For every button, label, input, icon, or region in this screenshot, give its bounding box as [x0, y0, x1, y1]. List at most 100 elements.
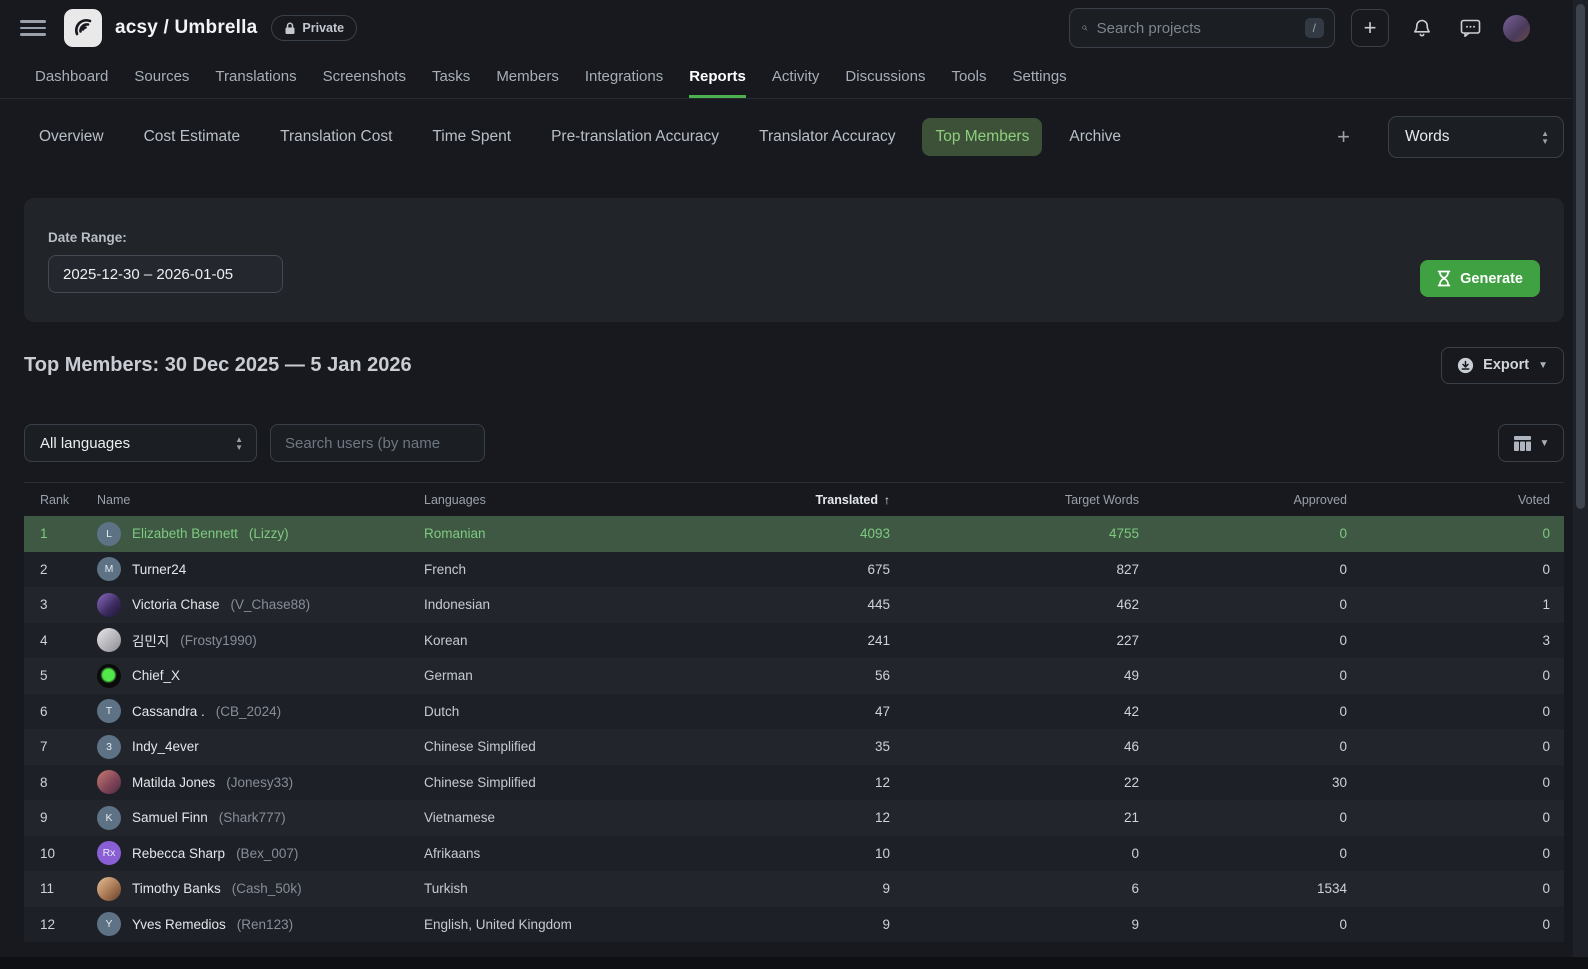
column-header-rank[interactable]: Rank: [40, 492, 70, 507]
language-filter-select[interactable]: All languages ▲ ▼: [24, 424, 257, 462]
table-row[interactable]: 8 Matilda Jones (Jonesy33) Chinese Simplifi…: [24, 764, 1564, 800]
approved-cell: 0: [1339, 845, 1347, 861]
target-words-cell: 46: [1123, 739, 1139, 755]
member-avatar: [97, 876, 121, 901]
tab-integrations[interactable]: Integrations: [584, 68, 664, 85]
languages-cell: Indonesian: [424, 597, 491, 613]
subtab-time-spent[interactable]: Time Spent: [432, 128, 512, 145]
tab-activity[interactable]: Activity: [771, 68, 820, 85]
create-project-button[interactable]: +: [1351, 9, 1389, 47]
user-search-input[interactable]: [270, 424, 485, 462]
name-cell: Matilda Jones (Jonesy33): [97, 770, 424, 795]
table-row[interactable]: 4 김민지 (Frosty1990) Korean 241 227 0 3: [24, 622, 1564, 658]
subtab-translator-accuracy[interactable]: Translator Accuracy: [759, 128, 896, 145]
column-header-translated[interactable]: Translated ↑: [815, 492, 890, 507]
member-name[interactable]: Samuel Finn: [132, 810, 208, 826]
report-title: Top Members: 30 Dec 2025 — 5 Jan 2026: [24, 353, 412, 376]
table-row[interactable]: 12 Y Yves Remedios (Ren123) English, United …: [24, 906, 1564, 942]
member-name[interactable]: Timothy Banks: [132, 881, 221, 897]
reports-subnav: Overview Cost Estimate Translation Cost Tim…: [0, 112, 1588, 162]
tab-screenshots[interactable]: Screenshots: [322, 68, 406, 85]
subtab-cost-estimate[interactable]: Cost Estimate: [143, 128, 241, 145]
member-name[interactable]: Indy_4ever: [132, 739, 199, 755]
updown-icon: ▲ ▼: [1541, 128, 1549, 146]
voted-cell: 0: [1542, 881, 1550, 897]
table-row[interactable]: 11 Timothy Banks (Cash_50k) Turkish 9 6 1534 0: [24, 871, 1564, 907]
column-header-voted[interactable]: Voted: [1518, 492, 1550, 507]
translated-cell: 9: [882, 881, 890, 897]
table-row[interactable]: 1 L Elizabeth Bennett (Lizzy) Romanian 4093 47…: [24, 516, 1564, 552]
tab-reports[interactable]: Reports: [689, 56, 746, 98]
subtab-pre-translation-accuracy[interactable]: Pre-translation Accuracy: [551, 128, 720, 145]
column-header-target-words[interactable]: Target Words: [1064, 492, 1139, 507]
messages-button[interactable]: [1455, 13, 1485, 43]
rank-cell: 1: [40, 526, 48, 542]
subtab-archive[interactable]: Archive: [1069, 128, 1122, 145]
search-projects-input[interactable]: [1096, 19, 1296, 37]
member-name[interactable]: 김민지: [132, 634, 170, 650]
target-words-cell: 22: [1123, 774, 1139, 790]
subtab-overview[interactable]: Overview: [39, 128, 104, 145]
approved-cell: 30: [1331, 774, 1347, 790]
tab-discussions[interactable]: Discussions: [845, 68, 926, 85]
tab-settings[interactable]: Settings: [1012, 68, 1067, 85]
tab-tools[interactable]: Tools: [951, 68, 987, 85]
tab-tasks[interactable]: Tasks: [431, 68, 471, 85]
table-row[interactable]: 3 Victoria Chase (V_Chase88) Indonesian 445 4…: [24, 587, 1564, 623]
notifications-button[interactable]: [1407, 13, 1437, 43]
tab-sources[interactable]: Sources: [134, 68, 190, 85]
privacy-badge: Private: [271, 15, 358, 41]
rank-cell: 4: [40, 632, 48, 648]
lock-icon: [285, 22, 295, 34]
languages-cell: Romanian: [424, 526, 486, 542]
user-avatar[interactable]: [1503, 14, 1530, 42]
generate-button-label: Generate: [1460, 270, 1523, 287]
table-row[interactable]: 5 Chief_X German 56 49 0 0: [24, 658, 1564, 694]
member-name[interactable]: Rebecca Sharp: [132, 845, 226, 861]
name-cell: Rx Rebecca Sharp (Bex_007): [97, 841, 424, 866]
subtab-translation-cost[interactable]: Translation Cost: [280, 128, 393, 145]
member-username: (Frosty1990): [180, 632, 257, 648]
languages-cell: Dutch: [424, 703, 460, 719]
generate-button[interactable]: Generate: [1420, 260, 1540, 297]
project-search[interactable]: /: [1069, 8, 1335, 48]
member-avatar: [97, 663, 121, 688]
table-row[interactable]: 9 K Samuel Finn (Shark777) Vietnamese 12 21 0 0: [24, 800, 1564, 836]
member-name[interactable]: Cassandra .: [132, 703, 205, 719]
bottom-edge: [0, 957, 1588, 969]
table-row[interactable]: 7 3 Indy_4ever Chinese Simplified 35 46 0 0: [24, 729, 1564, 765]
languages-cell: Chinese Simplified: [424, 739, 536, 755]
export-button[interactable]: Export ▼: [1441, 346, 1564, 384]
target-words-cell: 4755: [1108, 526, 1139, 542]
member-name[interactable]: Victoria Chase: [132, 597, 220, 613]
member-avatar: M: [97, 557, 121, 582]
member-name[interactable]: Yves Remedios: [132, 916, 226, 932]
generate-panel: Date Range: 2025-12-30 – 2026-01-05 Gene…: [24, 198, 1564, 322]
column-header-approved[interactable]: Approved: [1293, 492, 1347, 507]
column-header-languages[interactable]: Languages: [424, 492, 486, 507]
member-name[interactable]: Chief_X: [132, 668, 181, 684]
tab-dashboard[interactable]: Dashboard: [35, 68, 109, 85]
scrollbar-thumb[interactable]: [1576, 4, 1585, 509]
tab-translations[interactable]: Translations: [215, 68, 297, 85]
table-row[interactable]: 2 M Turner24 French 675 827 0 0: [24, 551, 1564, 587]
voted-cell: 0: [1542, 774, 1550, 790]
member-avatar: [97, 628, 121, 653]
subtab-top-members[interactable]: Top Members: [922, 118, 1043, 156]
date-range-input[interactable]: 2025-12-30 – 2026-01-05: [48, 255, 283, 293]
target-words-cell: 0: [1131, 845, 1139, 861]
column-header-name[interactable]: Name: [97, 492, 131, 507]
member-avatar: [97, 592, 121, 617]
table-row[interactable]: 10 Rx Rebecca Sharp (Bex_007) Afrikaans 10 0 0 0: [24, 835, 1564, 871]
member-name[interactable]: Matilda Jones: [132, 774, 216, 790]
unit-select[interactable]: Words ▲ ▼: [1388, 116, 1564, 158]
add-report-button[interactable]: +: [1337, 124, 1350, 149]
vertical-scrollbar[interactable]: [1573, 0, 1588, 957]
member-name[interactable]: Elizabeth Bennett: [132, 526, 238, 542]
tab-members[interactable]: Members: [496, 68, 559, 85]
columns-settings-button[interactable]: ▼: [1498, 424, 1564, 462]
table-row[interactable]: 6 T Cassandra . (CB_2024) Dutch 47 42 0 0: [24, 693, 1564, 729]
hamburger-menu-icon[interactable]: [20, 15, 46, 41]
member-name[interactable]: Turner24: [132, 561, 187, 577]
approved-cell: 0: [1339, 632, 1347, 648]
